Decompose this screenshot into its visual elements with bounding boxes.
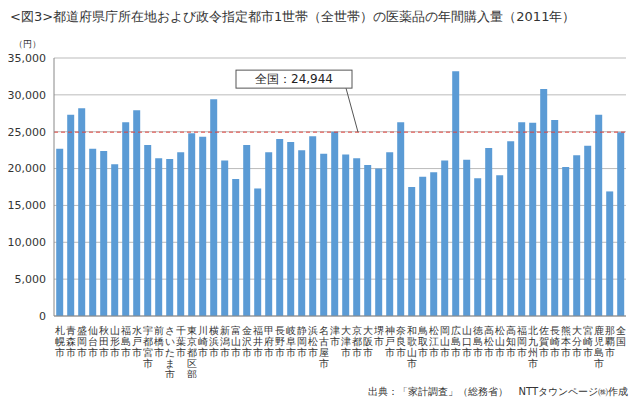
svg-text:5,000: 5,000 xyxy=(15,273,47,286)
svg-text:金沢市: 金沢市 xyxy=(242,325,252,358)
svg-text:川崎市: 川崎市 xyxy=(198,325,208,358)
svg-text:横浜市: 横浜市 xyxy=(209,325,219,358)
svg-text:富山市: 富山市 xyxy=(231,325,241,358)
svg-text:熊本市: 熊本市 xyxy=(561,325,571,358)
svg-text:0: 0 xyxy=(39,310,46,323)
svg-text:千葉市: 千葉市 xyxy=(176,325,186,358)
html-text:（円）: （円） xyxy=(14,39,41,49)
svg-text:神戸市: 神戸市 xyxy=(385,325,395,358)
svg-text:岡山市: 岡山市 xyxy=(440,325,450,358)
svg-text:北九州市: 北九州市 xyxy=(528,325,538,369)
svg-text:仙台市: 仙台市 xyxy=(88,325,98,358)
svg-text:新潟市: 新潟市 xyxy=(220,325,230,358)
svg-text:京都市: 京都市 xyxy=(352,325,362,358)
html-text:<図3>都道府県庁所在地および政令指定都市1世帯（全世帯）の: <図3>都道府県庁所在地および政令指定都市1世帯（全世帯）の医薬品の年間購入量（… xyxy=(10,9,576,24)
svg-text:和歌山市: 和歌山市 xyxy=(407,325,417,369)
svg-text:長崎市: 長崎市 xyxy=(550,325,560,358)
svg-text:さいたま市: さいたま市 xyxy=(165,325,175,378)
svg-text:秋田市: 秋田市 xyxy=(99,325,109,358)
svg-text:山口市: 山口市 xyxy=(462,325,472,358)
svg-text:津市: 津市 xyxy=(330,325,340,347)
svg-text:札幌市: 札幌市 xyxy=(55,325,65,358)
svg-text:高知市: 高知市 xyxy=(506,325,516,358)
svg-text:大津市: 大津市 xyxy=(341,325,351,358)
svg-text:静岡市: 静岡市 xyxy=(297,325,307,358)
svg-text:甲府市: 甲府市 xyxy=(264,325,274,358)
svg-text:25,000: 25,000 xyxy=(8,126,46,139)
svg-text:鳥取市: 鳥取市 xyxy=(417,325,428,358)
svg-text:那覇市: 那覇市 xyxy=(605,325,615,358)
svg-text:松山市: 松山市 xyxy=(495,325,505,358)
svg-text:山形市: 山形市 xyxy=(110,325,120,358)
svg-text:15,000: 15,000 xyxy=(8,199,46,212)
svg-text:広島市: 広島市 xyxy=(451,325,461,358)
svg-text:大分市: 大分市 xyxy=(572,325,582,358)
svg-text:30,000: 30,000 xyxy=(8,89,46,102)
svg-text:高松市: 高松市 xyxy=(484,325,494,358)
svg-text:35,000: 35,000 xyxy=(8,52,46,65)
svg-text:大阪市: 大阪市 xyxy=(363,325,373,358)
svg-text:長野市: 長野市 xyxy=(275,325,285,358)
html-text:出典：「家計調査」（総務省） NTTタウンページ㈱作成: 出典：「家計調査」（総務省） NTTタウンページ㈱作成 xyxy=(368,386,628,397)
svg-text:奈良市: 奈良市 xyxy=(396,325,406,358)
svg-text:青森市: 青森市 xyxy=(66,325,76,358)
svg-text:前橋市: 前橋市 xyxy=(154,325,164,358)
svg-text:福岡市: 福岡市 xyxy=(517,325,527,358)
svg-text:宮崎市: 宮崎市 xyxy=(583,325,593,358)
svg-text:佐賀市: 佐賀市 xyxy=(539,325,549,358)
svg-text:浜松市: 浜松市 xyxy=(308,325,318,358)
svg-text:鹿児島市: 鹿児島市 xyxy=(594,325,604,369)
svg-text:全国: 全国 xyxy=(616,325,626,347)
svg-text:東京都区部: 東京都区部 xyxy=(187,325,197,378)
svg-text:全国：24,944: 全国：24,944 xyxy=(255,72,333,86)
svg-text:名古屋市: 名古屋市 xyxy=(319,325,329,369)
svg-text:宇都宮市: 宇都宮市 xyxy=(143,325,153,369)
svg-text:松江市: 松江市 xyxy=(429,325,439,358)
svg-text:福島市: 福島市 xyxy=(121,325,131,358)
svg-text:盛岡市: 盛岡市 xyxy=(77,325,87,358)
svg-text:徳島市: 徳島市 xyxy=(473,325,483,358)
svg-text:水戸市: 水戸市 xyxy=(132,325,142,358)
svg-text:岐阜市: 岐阜市 xyxy=(286,325,296,358)
svg-text:20,000: 20,000 xyxy=(8,162,46,175)
svg-text:福井市: 福井市 xyxy=(253,325,263,358)
svg-text:堺市: 堺市 xyxy=(373,325,384,347)
svg-text:10,000: 10,000 xyxy=(8,236,46,249)
